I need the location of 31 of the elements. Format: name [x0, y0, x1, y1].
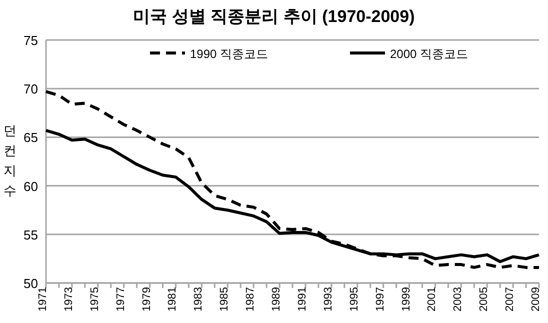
x-tick-label: 1977 [114, 287, 127, 312]
y-tick-label: 50 [24, 276, 38, 291]
y-tick-label: 60 [24, 178, 38, 194]
y-tick-label: 75 [24, 33, 38, 48]
x-tick-label: 1991 [296, 287, 308, 312]
x-tick-label: 1971 [37, 287, 49, 312]
x-tick-label: 1985 [218, 287, 231, 312]
x-tick-label: 2005 [478, 287, 490, 312]
x-tick-label: 1973 [62, 287, 75, 312]
x-tick-label: 1987 [244, 287, 257, 312]
x-tick-label: 1975 [88, 287, 101, 312]
x-tick-label: 1993 [322, 287, 334, 312]
legend-label: 2000 직종코드 [390, 47, 468, 61]
y-axis-title: 던컨지수 [4, 123, 16, 198]
x-tick-label: 2001 [426, 287, 438, 312]
y-tick-label: 55 [24, 227, 38, 242]
x-tick-label: 1979 [140, 287, 153, 312]
y-tick-label: 65 [24, 130, 38, 146]
legend-label: 1990 직종코드 [190, 47, 268, 61]
x-tick-label: 1997 [374, 287, 386, 312]
x-tick-label: 1989 [270, 287, 283, 312]
x-tick-label: 1999 [400, 287, 412, 312]
x-tick-label: 2007 [504, 287, 516, 312]
y-tick-label: 70 [24, 82, 38, 97]
x-tick-label: 1995 [348, 287, 360, 312]
x-tick-label: 1981 [166, 287, 179, 312]
x-tick-label: 2009 [530, 287, 542, 312]
x-tick-label: 2003 [452, 287, 464, 312]
chart-title: 미국 성별 직종분리 추이 (1970-2009) [133, 7, 415, 26]
x-tick-label: 1983 [192, 287, 205, 312]
line-series [44, 90, 540, 269]
